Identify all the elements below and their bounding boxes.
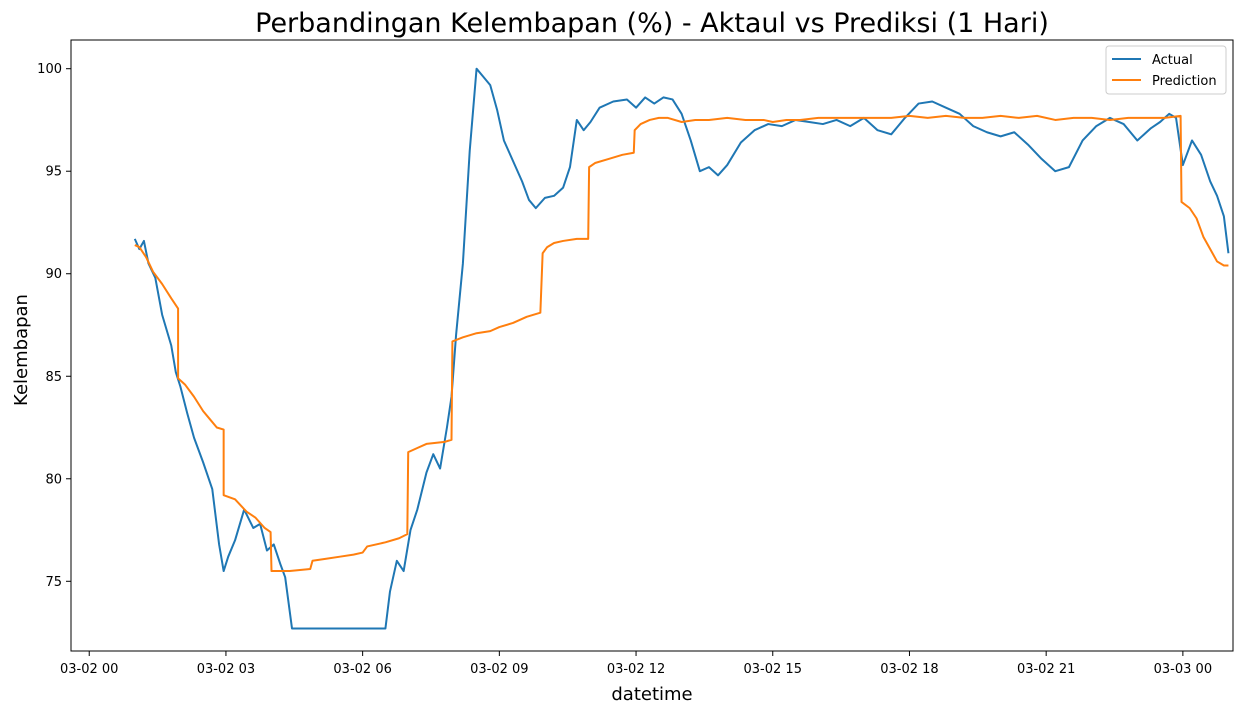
y-tick-label: 100 [37, 62, 62, 77]
y-tick-label: 80 [45, 472, 62, 487]
y-tick-label: 85 [45, 370, 62, 385]
x-tick-label: 03-03 00 [1154, 662, 1212, 677]
y-tick-label: 90 [45, 267, 62, 282]
x-axis: 03-02 00 03-02 03 03-02 06 03-02 09 03-02 12… [60, 651, 1212, 677]
legend-prediction-label: Prediction [1152, 74, 1217, 89]
x-tick-label: 03-02 15 [744, 662, 802, 677]
x-tick-label: 03-02 03 [197, 662, 255, 677]
chart-legend: Actual Prediction [1105, 45, 1227, 95]
series-line-prediction [134, 114, 1229, 573]
y-tick-label: 95 [45, 165, 62, 180]
y-axis: 75 80 85 90 95 100 [37, 62, 71, 590]
x-tick-label: 03-02 09 [470, 662, 528, 677]
x-tick-label: 03-02 21 [1017, 662, 1075, 677]
plot-area-frame [70, 39, 1234, 652]
x-tick-label: 03-02 00 [60, 662, 118, 677]
series-layer [133, 67, 1230, 630]
x-axis-label: datetime [611, 684, 692, 705]
x-tick-label: 03-02 12 [607, 662, 665, 677]
y-axis-label: Kelembapan [11, 294, 32, 406]
y-tick-label: 75 [45, 575, 62, 590]
legend-actual-label: Actual [1152, 53, 1193, 68]
x-tick-label: 03-02 06 [333, 662, 391, 677]
chart-title: Perbandingan Kelembapan (%) - Aktaul vs … [255, 8, 1049, 39]
x-tick-label: 03-02 18 [880, 662, 938, 677]
series-line-actual [133, 67, 1230, 630]
